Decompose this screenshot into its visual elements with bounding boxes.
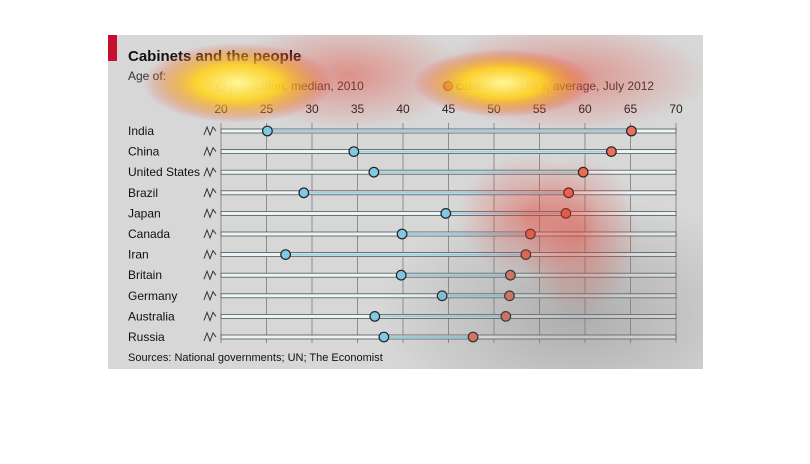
country-label: United States [128,165,200,179]
axis-break-icon [203,187,217,199]
country-label: Japan [128,206,161,220]
population-point [395,269,407,281]
ministers-point [560,207,572,219]
x-tick-label: 55 [533,102,547,116]
axis-layer: 20 25 30 35 40 45 50 55 60 65 70 [214,102,683,343]
population-point [262,125,273,137]
axis-break-icon [203,310,217,322]
population-point [298,187,310,199]
chart-title: Cabinets and the people [128,48,301,65]
ministers-point [504,290,515,302]
axis-break-icon [203,331,217,343]
chart-svg: Cabinets and the people Age of: populati… [108,35,703,369]
axis-break-icon [203,207,217,219]
axis-break-icon [203,166,217,178]
ministers-point [520,249,532,261]
axis-break-icon [203,228,217,240]
population-point [369,311,381,322]
legend-marker-population [216,81,226,91]
country-label: Russia [128,330,165,344]
x-tick-label: 65 [624,102,638,116]
ministers-point [605,146,617,157]
x-tick-label: 50 [487,102,501,116]
ministers-point [504,269,516,281]
x-tick-label: 45 [442,102,456,116]
axis-break-icon [203,146,217,158]
x-tick-label: 30 [305,102,319,116]
country-label: Australia [128,309,175,323]
country-label: China [128,145,160,159]
ministers-point [467,331,479,343]
accent-bar [108,35,117,61]
source-note: Sources: National governments; UN; The E… [128,352,383,364]
ministers-point [563,187,575,199]
population-point [436,290,448,302]
population-point [368,166,380,178]
population-point [396,228,408,240]
ministers-point [577,166,589,178]
country-label: Iran [128,248,149,262]
x-tick-label: 25 [260,102,274,116]
x-tick-label: 35 [351,102,365,116]
axis-break-icon [203,269,217,281]
population-point [280,249,292,261]
country-label: Britain [128,268,162,282]
legend-label-population: population, median, 2010 [229,79,364,93]
country-label: Canada [128,227,170,241]
x-tick-label: 40 [396,102,410,116]
chart-figure: Cabinets and the people Age of: populati… [108,35,703,369]
population-point [378,331,390,343]
ministers-point [500,311,512,322]
axis-break-icon [203,290,217,302]
country-label: Brazil [128,186,158,200]
legend-label-ministers: cabinet ministers, average, July 2012 [456,79,654,93]
x-tick-label: 60 [578,102,592,116]
axis-break-icon [203,249,217,261]
chart-subtitle: Age of: [128,69,166,83]
x-tick-label: 70 [669,102,683,116]
population-point [348,146,360,157]
legend-marker-ministers [443,81,453,91]
population-point [440,207,452,219]
ministers-point [626,125,637,137]
country-label: Germany [128,289,177,303]
x-tick-label: 20 [214,102,228,116]
country-label: India [128,124,154,138]
ministers-point [525,228,536,240]
axis-break-icon [203,125,217,137]
